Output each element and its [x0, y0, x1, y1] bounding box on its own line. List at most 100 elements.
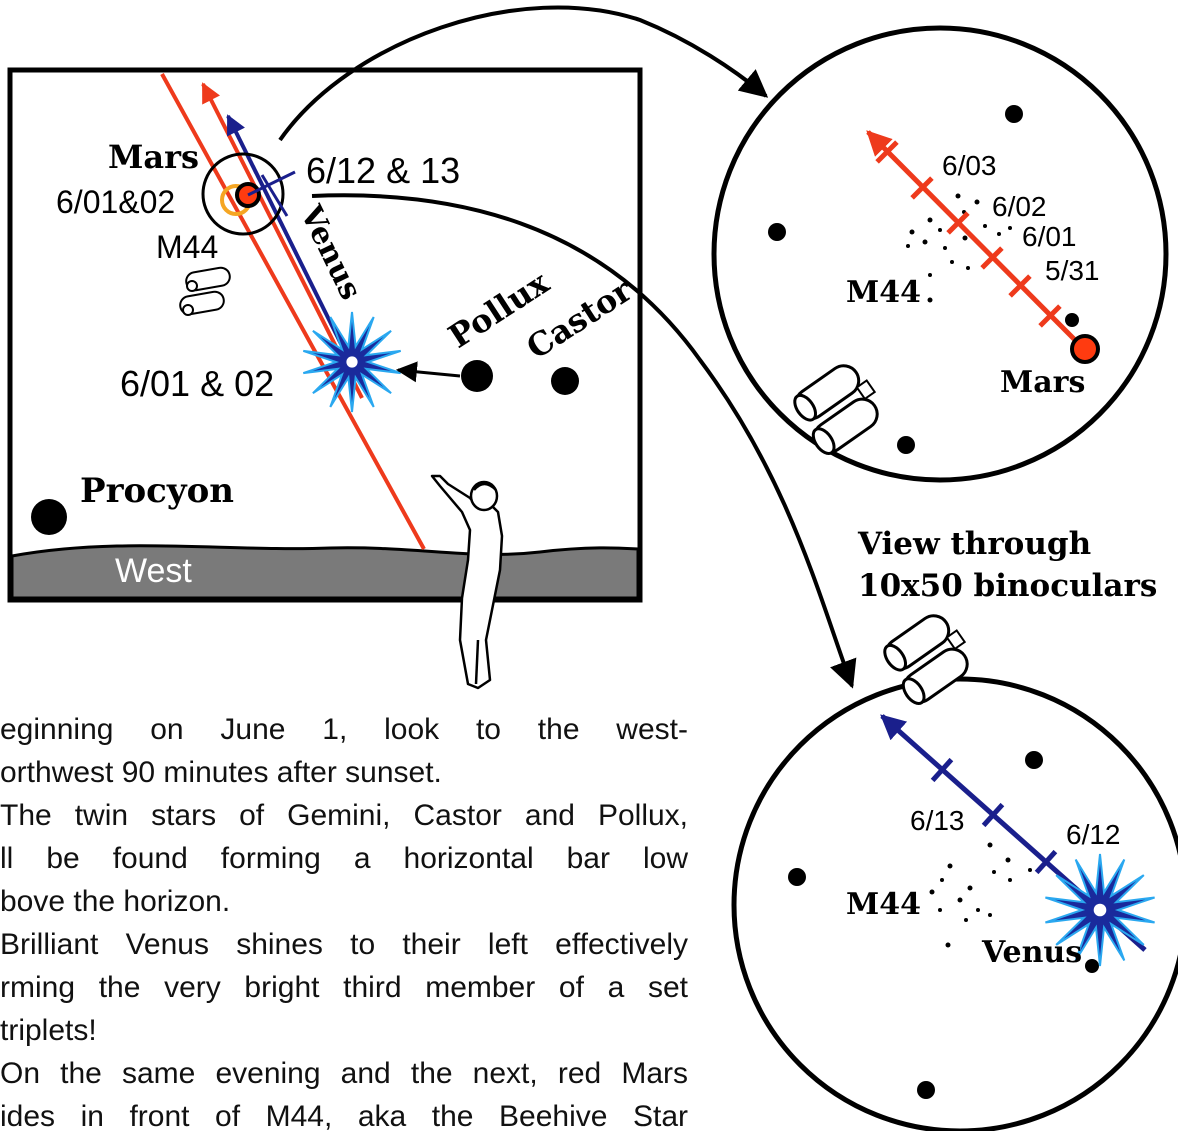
sky-box: West Mars 6/01&02 M44 6/12 & 13 Venus — [7, 67, 643, 603]
binoculars-icon — [793, 364, 879, 455]
cluster-star — [992, 870, 996, 874]
connector-to-mars-view — [278, 5, 769, 142]
cluster-star — [927, 217, 933, 223]
cluster-star — [928, 273, 932, 277]
date-label-531: 5/31 — [1045, 255, 1100, 286]
field-star — [1025, 751, 1043, 769]
article-text: eginning on June 1, look to the west- or… — [0, 708, 688, 1138]
date-label-613: 6/13 — [910, 805, 965, 836]
text-line: On the same evening and the next, red Ma… — [0, 1057, 688, 1090]
track-tick — [910, 176, 934, 200]
connector-to-venus-view — [311, 193, 857, 689]
cluster-star — [945, 942, 951, 948]
cluster-star — [964, 918, 968, 922]
text-line: triplets! — [0, 1014, 97, 1047]
text-line: orthwest 90 minutes after sunset. — [0, 756, 442, 789]
venus-star-icon — [1045, 853, 1155, 967]
procyon-label: Procyon — [80, 471, 234, 511]
field-star — [1005, 105, 1023, 123]
cluster-star — [929, 889, 935, 895]
cluster-star — [957, 897, 963, 903]
caption-line-2: 10x50 binoculars — [858, 568, 1157, 604]
date-label-601: 6/01 — [1022, 221, 1077, 252]
mars-path-outer — [160, 73, 426, 550]
text-line: The twin stars of Gemini, Castor and Pol… — [0, 799, 688, 832]
cluster-star — [997, 232, 1001, 236]
date-label-603: 6/03 — [942, 150, 997, 181]
pollux-star — [461, 360, 493, 392]
mars-dot — [1070, 334, 1100, 364]
field-circle — [201, 152, 285, 236]
field-star — [1065, 313, 1079, 327]
venus-path-tick — [260, 174, 289, 217]
cluster-star — [976, 908, 980, 912]
field-star — [1085, 959, 1099, 973]
cluster-star — [1008, 226, 1012, 230]
track-tick — [946, 211, 970, 235]
track-tick — [980, 246, 1004, 270]
field-star — [897, 436, 915, 454]
mars-label: Mars — [1000, 365, 1085, 400]
track-tick — [981, 802, 1005, 828]
track-tick — [875, 140, 899, 164]
text-line: rming the very bright third member of a … — [0, 971, 688, 1004]
cluster-star — [1005, 857, 1011, 863]
venus-dates: 6/01 & 02 — [120, 363, 274, 404]
cluster-star — [940, 878, 944, 882]
cluster-star — [950, 260, 954, 264]
field-star — [788, 868, 806, 886]
venus-label: Venus — [981, 935, 1082, 970]
cluster-star — [1008, 878, 1012, 882]
m44-label: M44 — [156, 229, 218, 265]
track-tick — [1038, 304, 1062, 328]
mars-track — [866, 130, 1082, 347]
cluster-star — [983, 224, 987, 228]
field-star — [768, 223, 786, 241]
mars-dates: 6/01&02 — [56, 184, 175, 220]
date-label-612: 6/12 — [1066, 819, 1121, 850]
cluster-star — [943, 246, 947, 250]
cluster-star — [938, 228, 942, 232]
horizon-label: West — [115, 552, 192, 590]
track-tick — [1008, 274, 1032, 298]
binoculars-icon — [179, 266, 231, 316]
m44-cluster-dots — [906, 193, 1012, 303]
track-tick — [930, 757, 954, 783]
mars-label: Mars — [108, 138, 199, 176]
m44-label: M44 — [846, 887, 921, 922]
cluster-star — [927, 297, 933, 303]
mars-view: 6/03 6/02 6/01 5/31 M44 Mars — [711, 25, 1169, 483]
binoculars-icon — [883, 614, 969, 705]
venus-path — [226, 114, 352, 363]
cluster-star — [1028, 868, 1032, 872]
cluster-star — [906, 244, 910, 248]
field-star — [917, 1081, 935, 1099]
procyon-star — [31, 499, 67, 535]
caption-line-1: View through — [857, 526, 1091, 562]
cluster-star — [922, 239, 928, 245]
venus-track-ticks — [930, 757, 1058, 875]
conjunction-dates: 6/12 & 13 — [306, 150, 460, 191]
track-tick — [1034, 849, 1058, 875]
observer-figure-icon — [430, 474, 504, 690]
pollux-to-venus-arrow — [395, 361, 461, 383]
date-label-602: 6/02 — [992, 191, 1047, 222]
cluster-star — [974, 199, 980, 205]
text-line: bove the horizon. — [0, 885, 231, 918]
cluster-star — [988, 913, 992, 917]
text-line: ll be found forming a horizontal bar low — [0, 842, 688, 875]
cluster-star — [966, 266, 970, 270]
text-line: Brilliant Venus shines to their left eff… — [0, 928, 688, 961]
cluster-star — [955, 193, 961, 199]
venus-path-tick — [247, 170, 296, 197]
cluster-star — [938, 908, 942, 912]
venus-star-icon — [302, 311, 402, 413]
venus-view: 6/13 6/12 M44 Venus — [731, 676, 1178, 1131]
m44-cluster-dots — [929, 842, 1032, 948]
cluster-star — [967, 885, 973, 891]
text-line: eginning on June 1, look to the west- — [0, 713, 688, 746]
cluster-star — [947, 863, 953, 869]
cluster-star — [987, 842, 993, 848]
mars-track-ticks — [875, 140, 1062, 328]
horizon-ground — [10, 544, 640, 600]
